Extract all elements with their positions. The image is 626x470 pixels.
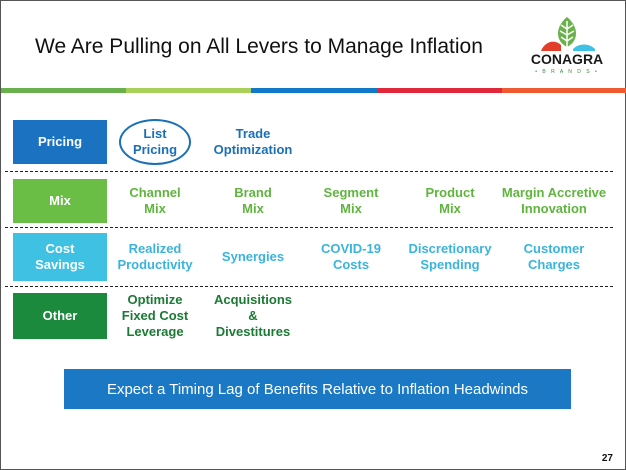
- lever-customer-charges: Customer Charges: [523, 241, 585, 272]
- category-cost-savings: Cost Savings: [13, 233, 107, 281]
- category-other: Other: [13, 293, 107, 339]
- color-bar-segment: [251, 88, 377, 93]
- lever-brand-mix: Brand Mix: [234, 185, 272, 216]
- lever-margin-accretive-innovation: Margin Accretive Innovation: [501, 185, 607, 216]
- category-pricing: Pricing: [13, 120, 107, 164]
- lever-segment-mix: Segment Mix: [323, 185, 379, 216]
- lever-synergies: Synergies: [221, 249, 285, 264]
- color-bar-segment: [376, 88, 502, 93]
- highlight-oval: [119, 119, 191, 165]
- category-mix: Mix: [13, 179, 107, 223]
- conagra-logo: CONAGRA • B R A N D S •: [517, 15, 617, 81]
- lever-covid-costs: COVID-19 Costs: [321, 241, 381, 272]
- divider: [5, 227, 613, 228]
- divider: [5, 286, 613, 287]
- lever-realized-productivity: Realized Productivity: [117, 241, 193, 272]
- logo-wordmark: CONAGRA: [530, 51, 604, 67]
- divider: [5, 171, 613, 172]
- leaf-icon: [541, 17, 595, 51]
- page-number: 27: [601, 453, 613, 464]
- color-bar-segment: [126, 88, 252, 93]
- lever-acquisitions-divestitures: Acquisitions & Divestitures: [213, 292, 292, 339]
- color-bar-segment: [1, 88, 127, 93]
- lever-channel-mix: Channel Mix: [129, 185, 181, 216]
- lever-product-mix: Product Mix: [425, 185, 475, 216]
- color-bar-segment: [501, 88, 626, 93]
- lever-list-pricing: List Pricing: [132, 126, 178, 157]
- lever-trade-optimization: Trade Optimization: [213, 126, 293, 157]
- logo-subtitle: • B R A N D S •: [535, 69, 599, 75]
- lever-optimize-fixed-cost-leverage: Optimize Fixed Cost Leverage: [121, 292, 189, 339]
- lever-discretionary-spending: Discretionary Spending: [408, 241, 492, 272]
- slide-title: We Are Pulling on All Levers to Manage I…: [35, 35, 483, 58]
- timing-lag-banner: Expect a Timing Lag of Benefits Relative…: [64, 369, 571, 409]
